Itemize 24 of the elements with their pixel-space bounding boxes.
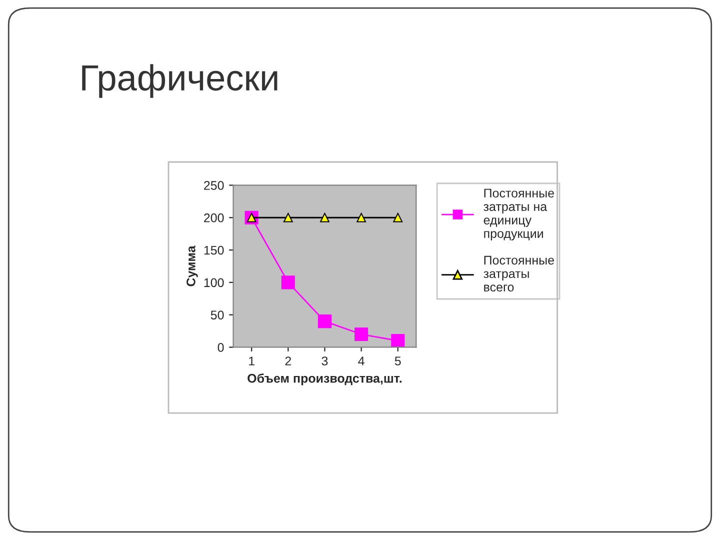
y-tick-label: 0: [218, 343, 224, 352]
y-tick-label: 150: [204, 246, 224, 255]
point: [281, 276, 295, 290]
point: [320, 212, 330, 222]
y-tick-label: 100: [204, 278, 224, 288]
point: [391, 334, 405, 348]
point: [318, 314, 332, 328]
x-tick-label: 1: [249, 356, 254, 366]
point: [354, 327, 368, 342]
x-tick-label: 3: [322, 356, 328, 366]
x-tick-label: 2: [285, 356, 291, 366]
chart-title: Графически: [82, 64, 278, 98]
x-tick-label: 4: [358, 356, 364, 366]
legend-label: Постоянные затраты всего: [484, 256, 554, 292]
point: [283, 212, 293, 222]
point: [356, 212, 366, 222]
x-tick-label: 5: [394, 356, 401, 366]
point: [393, 212, 403, 222]
legend-label: Постоянные затраты на единицу продукции: [484, 188, 554, 240]
y-axis-title: Сумма: [186, 246, 198, 286]
y-tick-label: 200: [204, 213, 224, 222]
x-axis-title: Объем производства,шт.: [248, 373, 402, 386]
y-tick-label: 50: [210, 310, 224, 320]
y-tick-label: 250: [204, 181, 224, 190]
